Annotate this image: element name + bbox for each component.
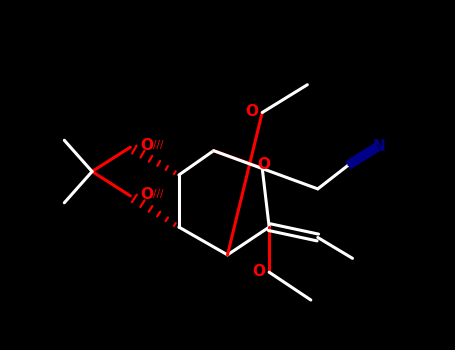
Text: O: O bbox=[141, 138, 154, 153]
Text: ///: /// bbox=[153, 140, 163, 150]
Text: ///: /// bbox=[153, 189, 163, 199]
Text: O: O bbox=[252, 264, 265, 279]
Text: O: O bbox=[258, 157, 270, 172]
Text: O: O bbox=[246, 104, 259, 119]
Text: O: O bbox=[141, 187, 154, 202]
Text: N: N bbox=[372, 139, 385, 154]
